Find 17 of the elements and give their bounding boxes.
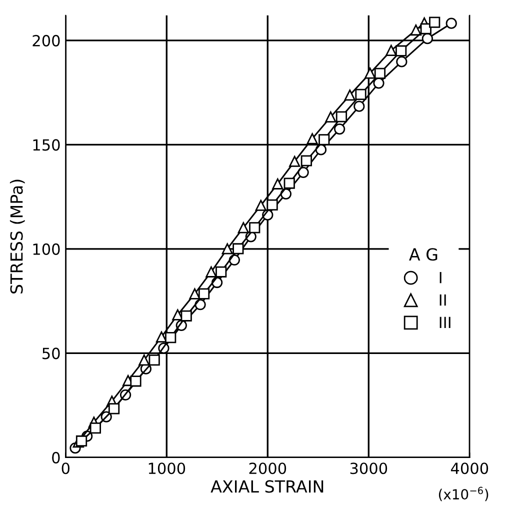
x-tick-label: 0 bbox=[62, 462, 70, 474]
y-tick-label: 200 bbox=[32, 34, 60, 46]
y-tick-label: 100 bbox=[33, 243, 60, 255]
legend-label: II bbox=[440, 294, 446, 306]
legend-label: III bbox=[440, 316, 450, 328]
x-axis-title: AXIAL STRAIN bbox=[210, 480, 324, 493]
x-tick-label: 3000 bbox=[350, 462, 388, 474]
x-tick-label: 2000 bbox=[249, 462, 286, 474]
y-axis-title: STRESS (MPa) bbox=[10, 180, 25, 294]
y-tick-label: 150 bbox=[33, 139, 60, 151]
y-tick-label: 0 bbox=[52, 452, 60, 464]
x-tick-label: 1000 bbox=[148, 462, 186, 474]
x-tick-label: 4000 bbox=[450, 462, 488, 474]
legend-title: A G bbox=[409, 248, 438, 261]
y-tick-label: 50 bbox=[42, 348, 60, 360]
legend-label: I bbox=[440, 272, 442, 284]
text: (x10$^{−6}$) bbox=[438, 486, 488, 502]
